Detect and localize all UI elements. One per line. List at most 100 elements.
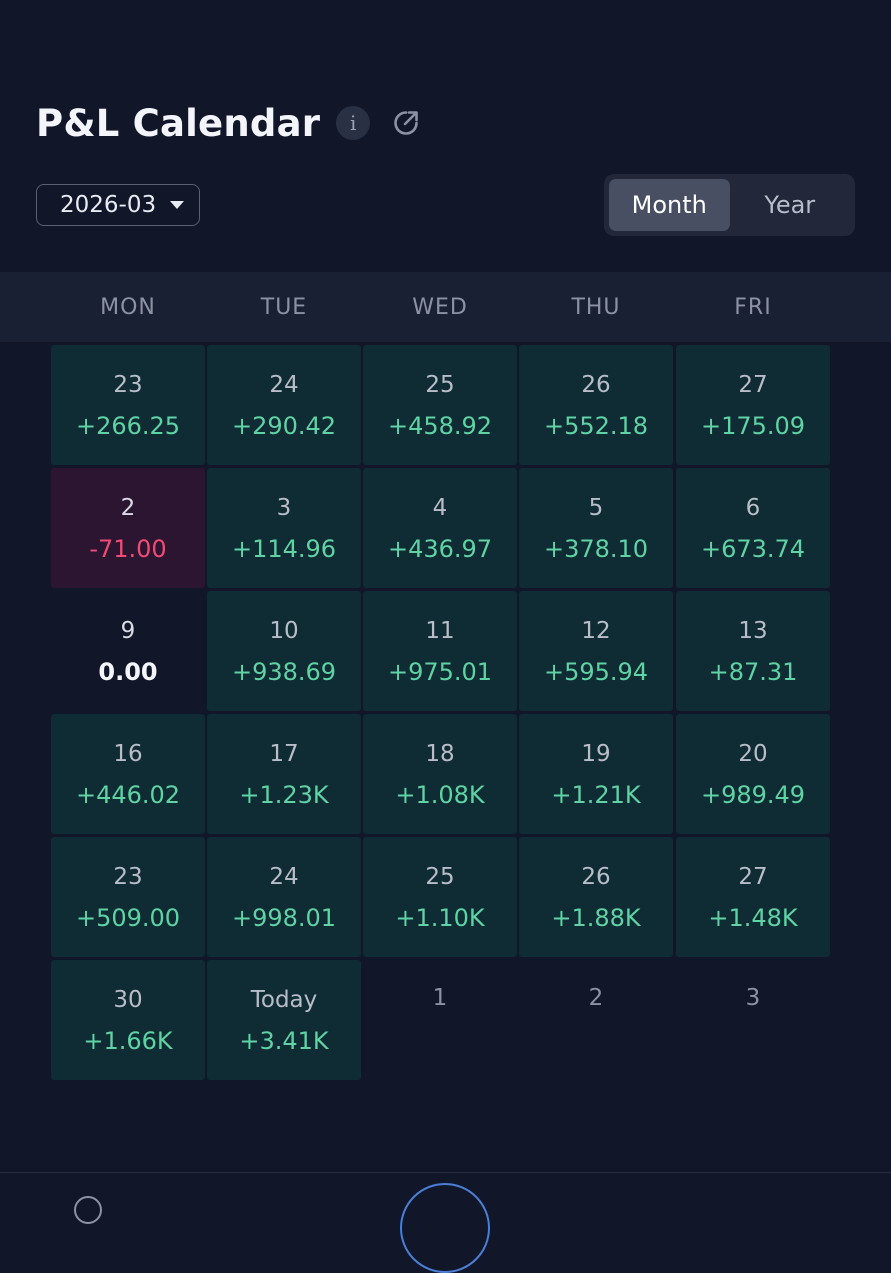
calendar-day-pnl: -71.00 <box>89 534 167 563</box>
view-toggle: Month Year <box>604 174 855 236</box>
calendar-day-number: 9 <box>120 617 136 644</box>
calendar-day[interactable]: 9 0.00 <box>51 591 205 711</box>
calendar-day[interactable]: 27 +175.09 <box>676 345 830 465</box>
calendar-day-number: 3 <box>745 985 761 1011</box>
calendar-day-empty: 3 <box>676 960 830 1080</box>
calendar-day-pnl: +998.01 <box>231 903 337 932</box>
calendar-day[interactable]: 24 +998.01 <box>207 837 361 957</box>
nav-icon[interactable] <box>74 1196 102 1224</box>
calendar-day-number: 3 <box>276 494 292 521</box>
calendar-day[interactable]: 13 +87.31 <box>676 591 830 711</box>
calendar-day[interactable]: 12 +595.94 <box>519 591 673 711</box>
calendar-day-empty: 1 <box>363 960 517 1080</box>
toggle-year-button[interactable]: Year <box>764 191 816 219</box>
calendar-day-number: 25 <box>425 371 455 398</box>
calendar-day-pnl: +595.94 <box>543 657 649 686</box>
calendar-day[interactable]: 16 +446.02 <box>51 714 205 834</box>
calendar-day-pnl: +552.18 <box>543 411 649 440</box>
calendar-day-number: 27 <box>738 863 768 890</box>
calendar-day-pnl: +673.74 <box>700 534 806 563</box>
calendar-day-pnl: +446.02 <box>75 780 181 809</box>
calendar-day-number: 19 <box>581 740 611 767</box>
calendar-day-pnl: +975.01 <box>387 657 493 686</box>
calendar-day-pnl: +3.41K <box>239 1026 329 1055</box>
calendar-day-number: 26 <box>581 371 611 398</box>
calendar-day[interactable]: 27 +1.48K <box>676 837 830 957</box>
calendar-day-pnl: +290.42 <box>231 411 337 440</box>
calendar-day[interactable]: 30 +1.66K <box>51 960 205 1080</box>
calendar-day[interactable]: 23 +266.25 <box>51 345 205 465</box>
calendar-day[interactable]: 26 +552.18 <box>519 345 673 465</box>
calendar-day-pnl: +436.97 <box>387 534 493 563</box>
calendar-day-number: 1 <box>432 985 448 1011</box>
weekday-fri: FRI <box>734 294 772 320</box>
month-select[interactable]: 2026-03 <box>36 184 200 226</box>
calendar-day-pnl: +989.49 <box>700 780 806 809</box>
calendar-day-pnl: +1.10K <box>395 903 485 932</box>
calendar-day-pnl: +175.09 <box>700 411 806 440</box>
calendar-day-pnl: +114.96 <box>231 534 337 563</box>
calendar-day-number: 23 <box>113 371 143 398</box>
calendar-day-pnl: +378.10 <box>543 534 649 563</box>
calendar-day-number: 11 <box>425 617 455 644</box>
weekday-sat: S <box>832 272 891 342</box>
toggle-month-button[interactable]: Month <box>609 179 730 231</box>
calendar-day-pnl: 0.00 <box>98 657 158 686</box>
calendar-day[interactable]: 25 +458.92 <box>363 345 517 465</box>
calendar-day-pnl: +1.08K <box>395 780 485 809</box>
calendar-day-number: 18 <box>425 740 455 767</box>
calendar-day[interactable]: 5 +378.10 <box>519 468 673 588</box>
month-select-value: 2026-03 <box>60 192 157 218</box>
calendar-day-number: 2 <box>588 985 604 1011</box>
header: P&L Calendar i <box>36 96 422 150</box>
calendar-day-number: 23 <box>113 863 143 890</box>
calendar-day-number: 24 <box>269 371 299 398</box>
calendar-day-pnl: +458.92 <box>387 411 493 440</box>
info-icon[interactable]: i <box>336 106 371 140</box>
weekday-mon: MON <box>100 294 156 320</box>
calendar-day-number: 13 <box>738 617 768 644</box>
calendar-day[interactable]: 26 +1.88K <box>519 837 673 957</box>
calendar-day-pnl: +938.69 <box>231 657 337 686</box>
calendar-day[interactable]: 2 -71.00 <box>51 468 205 588</box>
calendar-day-number: Today <box>250 986 318 1013</box>
weekday-wed: WED <box>412 294 468 320</box>
calendar-day[interactable]: 18 +1.08K <box>363 714 517 834</box>
calendar-day[interactable]: 3 +114.96 <box>207 468 361 588</box>
calendar-day-pnl: +1.21K <box>551 780 641 809</box>
calendar-day[interactable]: 23 +509.00 <box>51 837 205 957</box>
page-title: P&L Calendar <box>36 101 321 145</box>
calendar-day[interactable]: 19 +1.21K <box>519 714 673 834</box>
weekday-header: MON TUE WED THU FRI S <box>0 272 891 342</box>
calendar-day[interactable]: 17 +1.23K <box>207 714 361 834</box>
caret-down-icon <box>170 201 185 209</box>
calendar-day[interactable]: 25 +1.10K <box>363 837 517 957</box>
calendar-day-number: 12 <box>581 617 611 644</box>
calendar-day-number: 24 <box>269 863 299 890</box>
calendar-day[interactable]: 6 +673.74 <box>676 468 830 588</box>
calendar-day[interactable]: 24 +290.42 <box>207 345 361 465</box>
calendar-day-number: 4 <box>432 494 448 521</box>
calendar-day-number: 20 <box>738 740 768 767</box>
calendar-day-number: 27 <box>738 371 768 398</box>
weekday-tue: TUE <box>260 294 308 320</box>
share-icon[interactable] <box>390 107 422 139</box>
calendar-day-number: 26 <box>581 863 611 890</box>
calendar-day-pnl: +266.25 <box>75 411 181 440</box>
calendar-day-empty: 2 <box>519 960 673 1080</box>
calendar-day-pnl: +1.66K <box>83 1026 173 1055</box>
bottom-nav-divider <box>0 1172 891 1173</box>
calendar-day-number: 10 <box>269 617 299 644</box>
calendar-day-pnl: +509.00 <box>75 903 181 932</box>
calendar-day[interactable]: 20 +989.49 <box>676 714 830 834</box>
calendar-day-number: 25 <box>425 863 455 890</box>
nav-center-button[interactable] <box>400 1183 490 1273</box>
calendar-day[interactable]: Today +3.41K <box>207 960 361 1080</box>
calendar-day[interactable]: 4 +436.97 <box>363 468 517 588</box>
calendar-day-number: 6 <box>745 494 761 521</box>
calendar-day-number: 30 <box>113 986 143 1013</box>
calendar-day-pnl: +1.48K <box>708 903 798 932</box>
calendar-day-number: 17 <box>269 740 299 767</box>
calendar-day[interactable]: 10 +938.69 <box>207 591 361 711</box>
calendar-day[interactable]: 11 +975.01 <box>363 591 517 711</box>
